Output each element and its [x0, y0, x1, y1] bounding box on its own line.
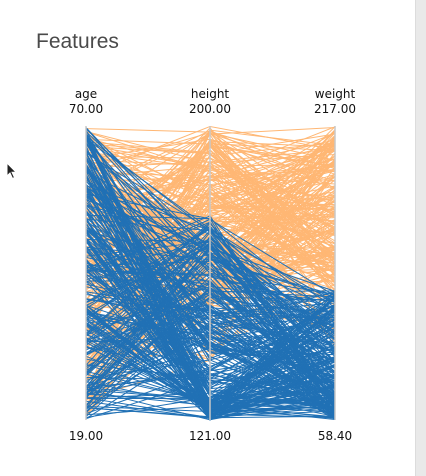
axis-min-age: 19.00 — [46, 429, 126, 443]
axis-name-height: height — [170, 87, 250, 102]
axis-min-weight: 58.40 — [295, 429, 375, 443]
axis-name-age: age — [46, 87, 126, 102]
axis-max-height: 200.00 — [170, 102, 250, 117]
axis-min-height: 121.00 — [170, 429, 250, 443]
axis-header-age: age 70.00 — [46, 87, 126, 117]
axis-name-weight: weight — [295, 87, 375, 102]
axis-header-height: height 200.00 — [170, 87, 250, 117]
mouse-pointer-icon — [6, 162, 18, 180]
axis-max-age: 70.00 — [46, 102, 126, 117]
axis-header-weight: weight 217.00 — [295, 87, 375, 117]
axis-max-weight: 217.00 — [295, 102, 375, 117]
